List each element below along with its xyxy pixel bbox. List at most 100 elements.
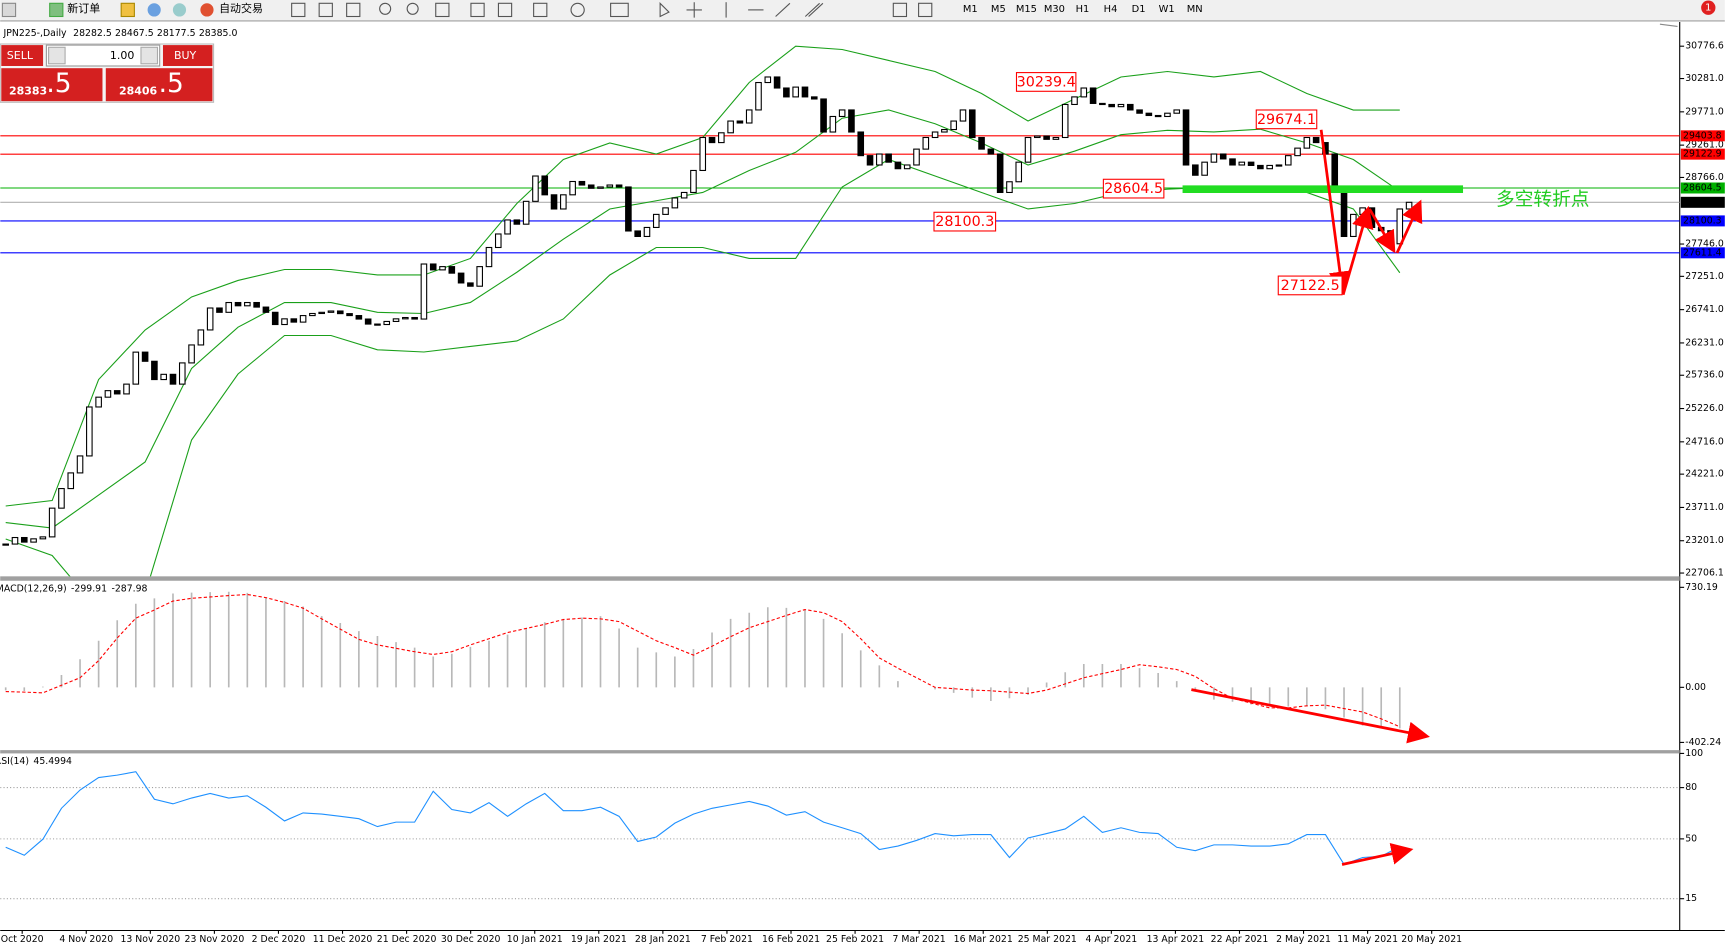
ask-box[interactable] xyxy=(105,68,213,102)
bid-main: 28383 xyxy=(9,84,47,97)
candle-body xyxy=(1192,164,1199,176)
tool-icon[interactable] xyxy=(147,3,161,17)
sell-button[interactable] xyxy=(1,45,44,66)
tool-icon[interactable] xyxy=(497,2,513,18)
timeframe-button[interactable]: H1 xyxy=(1076,4,1090,15)
candle-body xyxy=(866,155,874,166)
level-label-bg xyxy=(1680,215,1725,227)
price-annotation-box xyxy=(1255,109,1318,130)
candle-body xyxy=(1266,164,1273,170)
y-tick-label: 26741.0 xyxy=(1685,304,1724,315)
tool-icon[interactable] xyxy=(120,2,135,18)
buy-button[interactable] xyxy=(162,45,213,66)
timeframe-button[interactable]: M30 xyxy=(1044,4,1065,15)
date-label: 4 Nov 2020 xyxy=(59,934,113,945)
level-label-bg xyxy=(1680,182,1725,194)
tool-icon[interactable] xyxy=(318,2,333,18)
candle-body xyxy=(922,136,930,150)
rsi-tick-label: 100 xyxy=(1685,748,1703,759)
candle-body xyxy=(597,186,604,189)
candle-body xyxy=(1350,213,1357,238)
candle-body xyxy=(1099,102,1106,106)
timeframe-button[interactable]: M5 xyxy=(991,4,1006,15)
lot-field[interactable] xyxy=(45,44,161,67)
timeframe-button[interactable]: M1 xyxy=(963,4,978,15)
level-label: 28100.3 xyxy=(1683,215,1722,226)
candle-body xyxy=(1294,147,1301,157)
candle-body xyxy=(141,351,149,362)
tool-icon[interactable] xyxy=(346,2,361,18)
candle-body xyxy=(941,128,948,133)
candle-body xyxy=(606,184,614,188)
timeframe-button[interactable]: M15 xyxy=(1016,4,1037,15)
candle-body xyxy=(1201,161,1208,176)
trendline-tool[interactable] xyxy=(775,2,791,17)
date-label: 23 Nov 2020 xyxy=(185,934,245,945)
tool-icon[interactable] xyxy=(918,2,933,18)
zoom-out[interactable] xyxy=(406,2,419,15)
candle-body xyxy=(662,207,669,215)
candle-body xyxy=(783,87,790,98)
auto-trading-icon[interactable] xyxy=(200,3,214,17)
timeframe-button[interactable]: D1 xyxy=(1132,4,1146,15)
sell-label: SELL xyxy=(7,49,34,62)
zoom-in[interactable] xyxy=(379,2,392,15)
timeframe-button[interactable]: H4 xyxy=(1104,4,1118,15)
channel-tool[interactable] xyxy=(804,2,824,17)
candle-body xyxy=(690,169,697,194)
new-order-icon[interactable] xyxy=(49,2,64,18)
candle-body xyxy=(188,344,195,364)
date-label: 10 Jan 2021 xyxy=(507,934,563,945)
date-label: 11 May 2021 xyxy=(1337,934,1398,945)
candle-body xyxy=(160,373,167,381)
date-label: 7 Mar 2021 xyxy=(893,934,946,945)
candle-body xyxy=(625,186,632,232)
candle-body xyxy=(197,329,205,346)
macd-tick-label: 730.19 xyxy=(1685,582,1718,593)
auto-trading-button[interactable]: 自动交易 xyxy=(219,1,263,15)
date-label: 16 Feb 2021 xyxy=(762,934,820,945)
candle-body xyxy=(467,282,474,287)
candle-body xyxy=(336,310,344,315)
y-tick-label: 30281.0 xyxy=(1685,73,1724,84)
tool-icon[interactable] xyxy=(172,3,187,17)
crosshair-tool[interactable] xyxy=(686,2,702,18)
candle-body xyxy=(569,180,576,196)
candle-body xyxy=(327,310,335,313)
tool-icon[interactable] xyxy=(1,2,17,18)
timeframe-button[interactable]: MN xyxy=(1187,4,1203,15)
candle-body xyxy=(978,136,985,150)
tool-icon[interactable] xyxy=(291,2,306,18)
candle-body xyxy=(718,132,725,144)
ohlc-high: 28467.5 xyxy=(115,27,154,38)
date-label: 7 Feb 2021 xyxy=(701,934,753,945)
candle-body xyxy=(857,131,865,157)
lot-down[interactable] xyxy=(48,46,66,65)
timeframe-button[interactable]: W1 xyxy=(1159,4,1175,15)
tool-icon[interactable] xyxy=(570,2,585,18)
candle-body xyxy=(355,315,363,320)
y-tick-label: 27746.0 xyxy=(1685,239,1724,250)
tool-icon[interactable] xyxy=(892,2,908,18)
candle-body xyxy=(513,219,521,225)
candle-body xyxy=(402,316,409,320)
price-annotation-box xyxy=(1015,72,1077,92)
candle-body xyxy=(30,538,37,543)
tool-icon[interactable] xyxy=(435,2,450,18)
lot-up[interactable] xyxy=(140,46,159,65)
toolbar xyxy=(0,0,1725,21)
candle-body xyxy=(2,543,9,546)
candle-body xyxy=(1229,158,1236,166)
candle-body xyxy=(950,120,957,131)
new-order-button[interactable]: 新订单 xyxy=(67,1,100,15)
cursor-tool[interactable] xyxy=(659,1,670,18)
bid-box[interactable] xyxy=(1,68,103,102)
tool-icon[interactable] xyxy=(610,2,629,18)
candle-body xyxy=(931,131,939,139)
candle-body xyxy=(1006,181,1013,194)
ohlc-low: 28177.5 xyxy=(157,27,196,38)
tool-icon[interactable] xyxy=(533,2,548,18)
tool-icon[interactable] xyxy=(470,2,485,18)
notification-badge[interactable] xyxy=(1701,0,1716,15)
